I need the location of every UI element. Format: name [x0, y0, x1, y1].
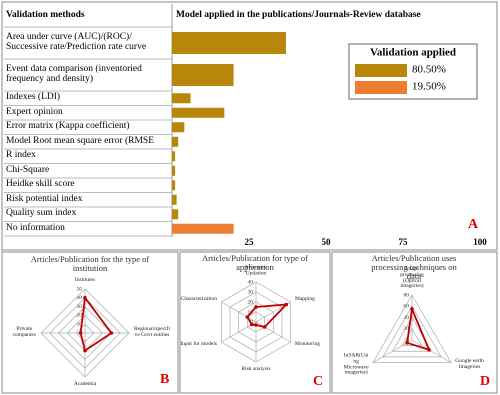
- x-tick-label: 75: [399, 237, 409, 247]
- panel-label: B: [160, 372, 169, 387]
- bar: [172, 32, 286, 54]
- radar-point: [254, 323, 258, 327]
- axis-label: Institutes: [74, 277, 96, 284]
- panel-label: C: [313, 374, 323, 389]
- axis-label: Risk analysis: [241, 366, 271, 372]
- radar-point: [78, 331, 83, 335]
- spoke: [255, 321, 291, 343]
- panel-label: D: [480, 374, 490, 389]
- panel-label: A: [468, 217, 479, 232]
- bar: [172, 209, 179, 220]
- chart-title: Articles/Publication for type of applica…: [202, 253, 308, 272]
- chart-title: Model applied in the publications/Journa…: [176, 10, 421, 20]
- panel-a-border: [1, 1, 498, 251]
- axis-label: Input for models: [180, 340, 218, 347]
- category-label: Quality sum index: [6, 208, 77, 219]
- legend-swatch: [355, 64, 407, 77]
- axis-label: Image processing (Optical imageries): [400, 265, 424, 290]
- r-tick-label: 50: [77, 286, 83, 292]
- axis-label: Mapping: [294, 295, 315, 302]
- category-label: R index: [6, 150, 36, 161]
- panel-b-border: [1, 251, 179, 394]
- panel-d-border: [331, 251, 498, 394]
- radar-point: [410, 307, 414, 311]
- axis-label: InSAR(Usi ng Microwave imageries): [343, 352, 369, 376]
- spoke: [372, 339, 413, 363]
- chart-title: Articles/Publication uses processing tec…: [371, 253, 457, 281]
- axis-label: Monitoring: [294, 340, 321, 347]
- bar: [172, 136, 179, 147]
- r-tick-label: 40: [77, 295, 83, 301]
- axis-label: Academia: [73, 381, 97, 387]
- radar-point: [83, 348, 87, 353]
- category-label: Error matrix (Kappa coefficient): [6, 121, 130, 132]
- radar-point: [427, 348, 431, 352]
- bar: [172, 223, 234, 234]
- radar-point: [245, 315, 250, 319]
- bar: [172, 180, 176, 191]
- r-tick-label: 60: [404, 304, 410, 310]
- bar: [172, 64, 234, 86]
- category-label: Model Root mean square error (RMSE: [6, 135, 155, 146]
- r-tick-label: 20: [404, 326, 410, 332]
- axis-label: Characterization: [180, 295, 218, 302]
- bar: [172, 107, 225, 118]
- radar-line: [406, 305, 431, 352]
- x-tick-label: 50: [322, 237, 332, 247]
- axis-label: Private companies: [12, 326, 36, 338]
- radar-point: [405, 341, 409, 345]
- category-label: Indexes (LDI): [6, 92, 61, 103]
- bar: [172, 151, 176, 162]
- radar-point: [262, 325, 267, 329]
- bar: [172, 165, 176, 176]
- chart-title: Articles/Publication for the type of ins…: [30, 254, 150, 273]
- spoke: [221, 301, 257, 323]
- radar-point: [83, 296, 87, 300]
- legend-swatch: [355, 81, 407, 94]
- r-tick-label: 10: [77, 321, 83, 327]
- r-tick-label: 40: [404, 315, 410, 321]
- panel-c-border: [179, 251, 331, 394]
- x-tick-label: 100: [473, 237, 487, 247]
- radar-point: [254, 305, 258, 309]
- r-tick-label: 0: [250, 319, 253, 325]
- x-tick-label: 25: [245, 237, 255, 247]
- bar: [172, 93, 191, 104]
- category-label: Area under curve (AUC)/(ROC)/ Successive…: [6, 32, 147, 52]
- r-tick-label: 80: [404, 292, 410, 298]
- column-header: Validation methods: [6, 10, 85, 20]
- spoke: [411, 339, 452, 363]
- legend-label: 19.50%: [412, 81, 446, 93]
- axis-label: Inventory Updation: [245, 264, 267, 277]
- category-label: Heidke skill score: [6, 179, 75, 190]
- category-label: No information: [6, 222, 65, 233]
- bar: [172, 122, 185, 133]
- r-tick-label: 30: [248, 289, 254, 295]
- axis-label: Regional/specifi ve Govt entities: [134, 326, 171, 338]
- r-tick-label: 20: [248, 299, 254, 305]
- r-tick-label: 30: [77, 304, 83, 310]
- legend-label: 80.50%: [412, 64, 446, 76]
- category-label: Event data comparison (inventoried frequ…: [6, 64, 142, 84]
- category-label: Expert opinion: [6, 106, 63, 117]
- radar-point: [284, 302, 289, 307]
- grid-line: [372, 294, 452, 363]
- radar-point: [249, 322, 254, 327]
- bar: [172, 194, 177, 205]
- r-tick-label: 40: [248, 279, 254, 285]
- grid-line: [382, 305, 442, 358]
- legend-title: Validation applied: [370, 47, 456, 59]
- r-tick-label: 20: [77, 313, 83, 319]
- radar-point: [109, 331, 114, 335]
- category-label: Risk potential index: [6, 193, 83, 204]
- category-label: Chi-Square: [6, 164, 50, 175]
- axis-label: Google earth Imageries: [455, 358, 484, 370]
